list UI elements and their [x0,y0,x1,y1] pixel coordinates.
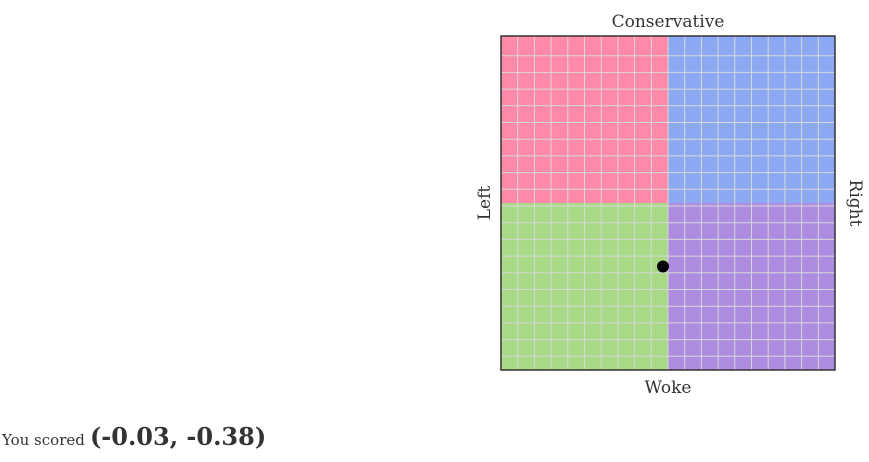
score-marker [656,260,669,273]
chart-frame [500,35,836,371]
score-prefix: You scored [2,431,85,449]
score-value: (-0.03, -0.38) [89,422,267,451]
axis-label-right: Right [845,180,865,227]
score-line: You scored (-0.03, -0.38) [2,422,266,451]
grid-layer [501,36,835,370]
axis-label-bottom: Woke [645,378,692,398]
political-compass-chart: Conservative Woke Left Right [475,12,865,398]
axis-label-top: Conservative [612,12,725,32]
axis-label-left: Left [475,186,495,221]
